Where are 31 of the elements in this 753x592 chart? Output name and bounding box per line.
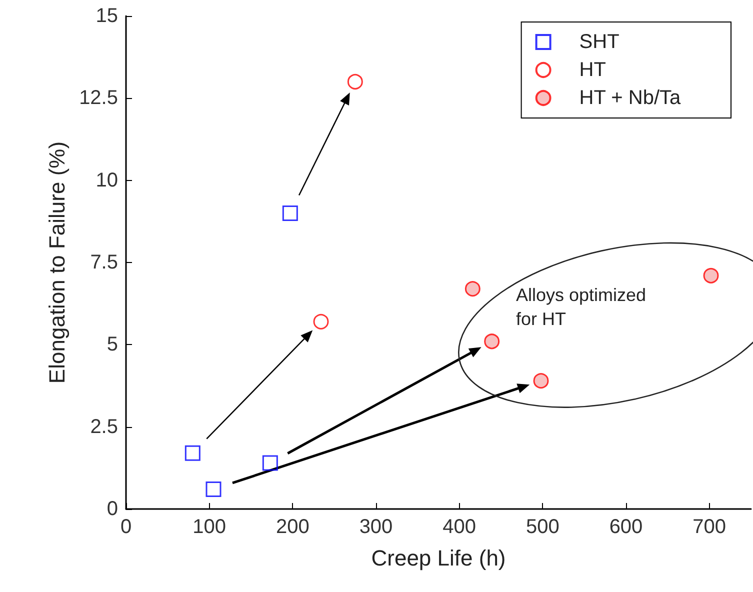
legend-label: HT — [579, 59, 606, 81]
legend-label: SHT — [579, 31, 620, 53]
point — [484, 334, 500, 350]
x-tick-label: 700 — [692, 516, 726, 538]
legend-label: HT + Nb/Ta — [579, 87, 682, 109]
x-tick-label: 500 — [526, 516, 560, 538]
y-tick-label: 5 — [106, 334, 118, 356]
x-tick-label: 600 — [609, 516, 643, 538]
y-tick-label: 2.5 — [90, 416, 118, 438]
point — [206, 482, 222, 498]
annotation: Alloys optimized for HT — [516, 285, 652, 329]
y-tick-label: 7.5 — [90, 252, 118, 274]
x-tick-label: 300 — [359, 516, 393, 538]
point — [464, 281, 480, 297]
y-axis-title: Elongation to Failure (%) — [44, 141, 70, 384]
x-tick-label: 400 — [442, 516, 476, 538]
y-tick-label: 15 — [96, 5, 118, 27]
y-tick-label: 0 — [106, 498, 118, 520]
point — [184, 445, 200, 461]
point — [703, 268, 719, 284]
point — [282, 205, 298, 221]
x-tick-label: 0 — [120, 516, 132, 538]
point — [533, 373, 549, 389]
point — [347, 74, 363, 90]
x-tick-label: 100 — [192, 516, 226, 538]
x-tick-label: 200 — [276, 516, 310, 538]
y-tick-label: 12.5 — [79, 87, 118, 110]
point — [262, 455, 278, 471]
x-axis-title: Creep Life (h) — [371, 546, 506, 570]
y-tick-label: 10 — [96, 169, 118, 192]
point — [313, 314, 329, 330]
